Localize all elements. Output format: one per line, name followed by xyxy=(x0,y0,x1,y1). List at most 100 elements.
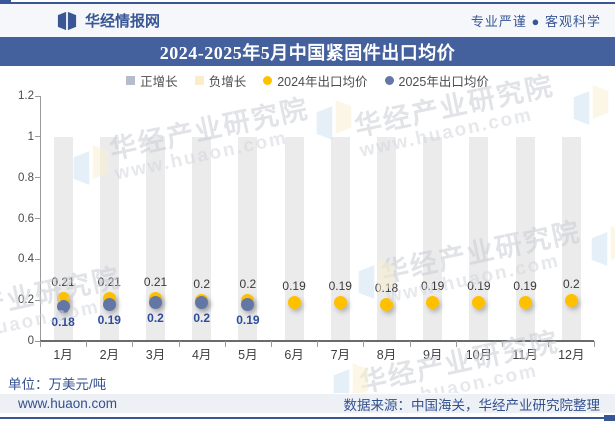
growth-bar-1月 xyxy=(53,136,73,341)
growth-bar-10月 xyxy=(469,136,489,341)
legend-label-2025: 2025年出口均价 xyxy=(398,75,489,89)
y-axis-tick-label: 0 xyxy=(27,335,34,347)
dot-2025-1月 xyxy=(56,299,70,313)
x-axis-label-7月: 7月 xyxy=(330,348,351,362)
dot-2024-10月 xyxy=(472,295,486,309)
x-axis-label-2月: 2月 xyxy=(99,348,120,362)
value-label-2025-3月: 0.2 xyxy=(147,311,164,326)
value-label-2024-1月: 0.21 xyxy=(51,275,75,290)
legend-item-2025-price: 2025年出口均价 xyxy=(384,71,489,90)
value-label-2024-6月: 0.19 xyxy=(282,279,306,294)
value-label-2024-10月: 0.19 xyxy=(467,279,491,294)
growth-bar-4月 xyxy=(192,136,212,341)
value-label-2024-2月: 0.21 xyxy=(97,275,121,290)
watermark-logo-icon xyxy=(332,360,370,393)
x-axis-label-1月: 1月 xyxy=(53,348,73,362)
x-axis-label-9月: 9月 xyxy=(422,348,443,362)
chart-region: 正增长 负增长 2024年出口均价 2025年出口均价 0 0.2 0.4 0.6 0.… xyxy=(0,66,615,362)
y-axis-tick xyxy=(35,218,40,219)
y-axis-tick xyxy=(35,258,40,260)
x-axis-tick xyxy=(132,341,134,347)
legend-item-negative-growth: 负增长 xyxy=(194,71,247,90)
growth-bar-7月 xyxy=(330,136,350,341)
header: 华经情报网 专业严谨 ● 客观科学 xyxy=(0,4,615,37)
x-axis-tick xyxy=(502,341,503,347)
legend: 正增长 负增长 2024年出口均价 2025年出口均价 xyxy=(0,71,615,90)
legend-swatch-2025 xyxy=(384,76,394,85)
growth-bar-9月 xyxy=(423,136,443,341)
value-label-2025-2月: 0.19 xyxy=(97,313,121,328)
y-axis-tick xyxy=(35,177,40,179)
growth-bar-12月 xyxy=(561,136,581,341)
footer: www.huaon.com 数据来源：中国海关，华经产业研究院整理 xyxy=(0,394,615,413)
value-label-2024-7月: 0.19 xyxy=(328,279,352,294)
dot-2024-6月 xyxy=(287,295,301,309)
dot-2024-8月 xyxy=(380,297,393,311)
brand-logo-icon xyxy=(56,11,78,31)
x-axis-tick xyxy=(317,341,319,347)
x-axis-tick xyxy=(224,341,226,347)
plot-area: 0 0.2 0.4 0.6 0.8 1 1.2 1月 2月 3月 4月 5月 6月 7月 8月 9月 10月 11… xyxy=(0,66,615,362)
x-axis-label-3月: 3月 xyxy=(145,348,166,362)
legend-item-2024-price: 2024年出口均价 xyxy=(263,71,368,90)
x-axis-label-6月: 6月 xyxy=(284,348,304,362)
x-axis-tick xyxy=(548,341,550,347)
growth-bar-2月 xyxy=(99,136,119,341)
value-label-2024-5月: 0.2 xyxy=(239,277,257,292)
x-axis-tick xyxy=(594,341,596,347)
x-axis-tick xyxy=(363,341,365,347)
dot-2024-7月 xyxy=(333,295,347,309)
x-axis-label-8月: 8月 xyxy=(376,348,397,362)
value-label-2025-1月: 0.18 xyxy=(51,315,75,330)
x-axis-tick xyxy=(455,341,457,347)
value-label-2024-3月: 0.21 xyxy=(143,275,168,290)
header-tagline: 专业严谨 ● 客观科学 xyxy=(470,14,601,29)
y-axis-tick-label: 0.8 xyxy=(18,171,34,184)
x-axis-tick xyxy=(271,341,272,347)
legend-swatch-2024 xyxy=(263,76,273,85)
growth-bar-11月 xyxy=(515,136,535,341)
brand-name: 华经情报网 xyxy=(85,13,161,30)
y-axis-line xyxy=(40,96,41,341)
y-axis-tick xyxy=(35,299,40,301)
legend-label-negative: 负增长 xyxy=(208,75,247,89)
y-axis-tick xyxy=(35,95,40,97)
y-axis-tick xyxy=(35,136,40,138)
legend-swatch-negative xyxy=(194,76,204,85)
dot-2024-12月 xyxy=(564,293,578,307)
x-axis-tick xyxy=(40,341,41,347)
value-label-2025-4月: 0.2 xyxy=(193,311,211,326)
x-axis-tick xyxy=(86,341,88,347)
legend-label-2024: 2024年出口均价 xyxy=(277,75,368,89)
top-border xyxy=(0,2,615,4)
x-axis-label-10月: 10月 xyxy=(465,348,493,362)
x-axis-label-4月: 4月 xyxy=(191,348,212,362)
y-axis-tick-label: 1 xyxy=(27,130,34,143)
value-label-2025-5月: 0.19 xyxy=(236,313,260,328)
legend-item-positive-growth: 正增长 xyxy=(126,71,178,90)
x-axis-label-11月: 11月 xyxy=(512,348,538,362)
legend-label-positive: 正增长 xyxy=(140,75,178,89)
growth-bar-6月 xyxy=(284,136,304,341)
growth-bar-3月 xyxy=(146,136,165,341)
chart-title: 2024-2025年5月中国紧固件出口均价 xyxy=(0,37,615,66)
legend-swatch-positive xyxy=(126,76,136,85)
brand: 华经情报网 xyxy=(56,10,160,31)
y-axis-tick-label: 1.2 xyxy=(18,90,34,102)
value-label-2024-11月: 0.19 xyxy=(513,279,537,294)
x-axis-label-5月: 5月 xyxy=(238,348,258,362)
x-axis-tick xyxy=(409,341,411,347)
dot-2025-3月 xyxy=(149,295,162,309)
dot-2025-2月 xyxy=(102,297,116,311)
unit-label: 单位：万美元/吨 xyxy=(8,377,107,392)
y-axis-tick-label: 0.4 xyxy=(18,253,34,266)
y-axis-tick xyxy=(35,340,40,342)
value-label-2024-8月: 0.18 xyxy=(374,281,399,296)
value-label-2024-9月: 0.19 xyxy=(421,279,445,294)
value-label-2024-4月: 0.2 xyxy=(193,277,211,292)
value-label-2024-12月: 0.2 xyxy=(562,277,580,292)
footer-site-link[interactable]: www.huaon.com xyxy=(18,396,118,411)
y-axis-tick-label: 0.2 xyxy=(18,294,34,307)
dot-2025-5月 xyxy=(241,297,255,311)
